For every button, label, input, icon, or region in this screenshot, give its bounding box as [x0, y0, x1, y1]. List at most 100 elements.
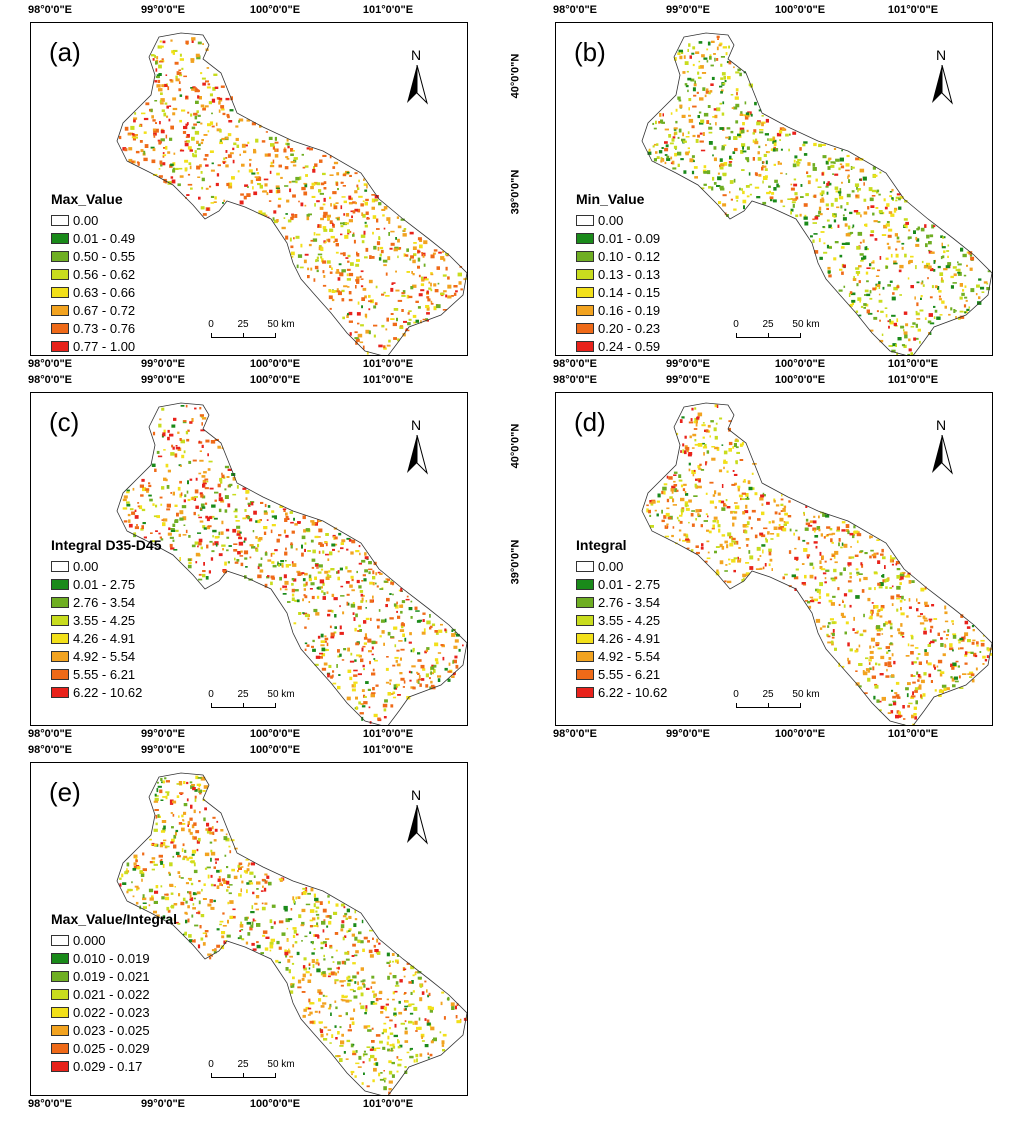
raster-pixel	[271, 577, 275, 580]
raster-pixel	[323, 211, 328, 216]
raster-pixel	[272, 145, 275, 150]
raster-pixel	[964, 296, 968, 299]
raster-pixel	[937, 265, 941, 269]
raster-pixel	[256, 941, 259, 944]
raster-pixel	[891, 563, 894, 566]
raster-pixel	[903, 311, 908, 315]
raster-pixel	[286, 142, 290, 146]
raster-pixel	[334, 932, 339, 935]
raster-pixel	[253, 875, 256, 878]
raster-pixel	[826, 207, 829, 210]
raster-pixel	[745, 538, 750, 541]
raster-pixel	[685, 136, 690, 138]
lon-tick-top: 99°0'0"E	[665, 4, 711, 16]
legend-swatch	[51, 686, 69, 698]
raster-pixel	[711, 527, 715, 530]
raster-pixel	[336, 290, 341, 293]
raster-pixel	[345, 566, 348, 570]
raster-pixel	[660, 156, 663, 160]
raster-pixel	[711, 186, 714, 191]
panel-label: (a)	[49, 37, 81, 67]
raster-pixel	[832, 629, 835, 633]
north-arrow: N	[403, 417, 431, 475]
raster-pixel	[160, 503, 163, 506]
raster-pixel	[360, 270, 364, 273]
raster-pixel	[795, 529, 798, 532]
raster-pixel	[728, 136, 731, 140]
raster-pixel	[166, 508, 171, 511]
raster-pixel	[427, 1022, 431, 1026]
raster-pixel	[790, 211, 792, 215]
raster-pixel	[746, 129, 749, 133]
raster-pixel	[454, 631, 457, 635]
raster-pixel	[246, 889, 248, 894]
raster-pixel	[347, 260, 350, 263]
raster-pixel	[341, 920, 345, 924]
raster-pixel	[143, 157, 148, 162]
raster-pixel	[938, 689, 944, 693]
raster-pixel	[126, 862, 130, 867]
raster-pixel	[306, 644, 310, 647]
raster-pixel	[826, 534, 829, 536]
raster-pixel	[314, 265, 319, 270]
raster-pixel	[335, 271, 340, 274]
raster-pixel	[907, 236, 912, 239]
legend-swatch	[51, 934, 69, 946]
panel-label: (d)	[574, 407, 606, 437]
raster-pixel	[964, 311, 967, 314]
raster-pixel	[929, 619, 932, 623]
raster-pixel	[697, 71, 700, 75]
raster-pixel	[881, 633, 884, 635]
raster-pixel	[260, 890, 264, 892]
raster-pixel	[152, 431, 156, 436]
raster-pixel	[975, 667, 978, 671]
raster-pixel	[889, 191, 893, 193]
raster-pixel	[352, 1050, 356, 1054]
raster-pixel	[355, 1050, 358, 1053]
raster-pixel	[877, 560, 881, 564]
raster-pixel	[327, 967, 332, 971]
raster-pixel	[889, 195, 892, 198]
raster-pixel	[169, 79, 173, 82]
raster-pixel	[263, 887, 267, 892]
raster-pixel	[696, 417, 700, 420]
raster-pixel	[749, 555, 754, 560]
raster-pixel	[341, 298, 345, 302]
raster-pixel	[889, 319, 891, 323]
raster-pixel	[661, 490, 664, 495]
raster-pixel	[389, 682, 391, 685]
raster-pixel	[383, 1086, 387, 1091]
raster-pixel	[847, 642, 850, 647]
raster-pixel	[280, 176, 283, 179]
raster-pixel	[181, 454, 185, 459]
raster-pixel	[207, 874, 210, 879]
raster-pixel	[154, 890, 159, 894]
raster-pixel	[664, 154, 668, 156]
raster-pixel	[735, 120, 739, 124]
raster-pixel	[386, 317, 389, 322]
raster-pixel	[360, 967, 364, 971]
raster-pixel	[949, 647, 954, 650]
raster-pixel	[197, 944, 201, 949]
raster-pixel	[372, 576, 376, 580]
raster-pixel	[352, 1043, 355, 1046]
raster-pixel	[673, 471, 678, 474]
raster-pixel	[296, 951, 300, 956]
raster-pixel	[728, 441, 733, 446]
raster-pixel	[313, 925, 318, 927]
raster-pixel	[688, 114, 691, 117]
raster-pixel	[158, 64, 162, 69]
raster-pixel	[203, 785, 209, 789]
raster-pixel	[397, 694, 401, 696]
legend-item: 0.10 - 0.12	[576, 247, 660, 265]
raster-pixel	[873, 316, 878, 320]
raster-pixel	[164, 896, 170, 901]
raster-pixel	[839, 254, 843, 258]
raster-pixel	[793, 198, 797, 201]
raster-pixel	[251, 122, 256, 126]
raster-pixel	[711, 76, 715, 80]
raster-pixel	[435, 661, 439, 665]
raster-pixel	[379, 253, 382, 257]
raster-pixel	[279, 587, 282, 591]
raster-pixel	[826, 633, 829, 637]
